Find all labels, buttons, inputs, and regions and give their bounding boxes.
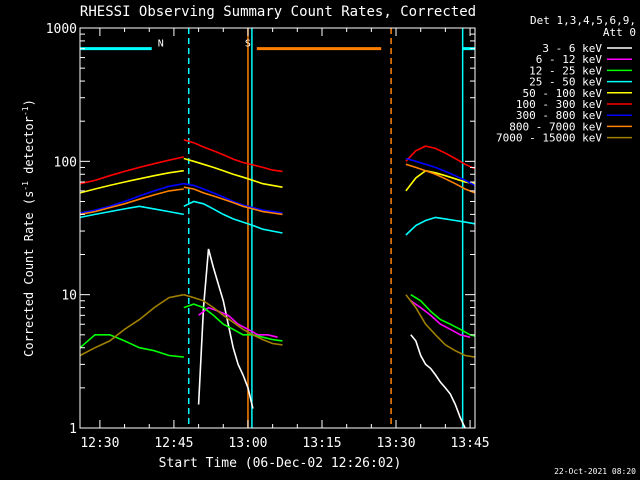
series-line-5-seg-1 bbox=[183, 139, 283, 173]
x-axis: 12:30 12:45 13:00 13:15 13:30 13:45 bbox=[80, 28, 490, 451]
x-tick-label-2: 13:00 bbox=[228, 436, 267, 451]
legend-label-7: 800 - 7000 keV bbox=[509, 120, 602, 133]
series-line-6-seg-0 bbox=[80, 182, 184, 214]
series-line-3-seg-2 bbox=[405, 216, 475, 236]
flag-label-0: N bbox=[158, 39, 164, 50]
y-axis-label-end: ) bbox=[22, 99, 36, 106]
series-line-0-seg-0 bbox=[197, 248, 254, 409]
x-tick-label-4: 13:30 bbox=[376, 436, 415, 451]
series-line-8-seg-0 bbox=[80, 293, 184, 357]
y-tick-label-2: 100 bbox=[54, 155, 77, 170]
series-line-2-seg-0 bbox=[80, 333, 184, 358]
y-axis-label-mid: detector bbox=[22, 116, 36, 181]
series-line-8-seg-1 bbox=[183, 293, 283, 346]
series-line-6-seg-2 bbox=[405, 157, 475, 187]
x-tick-label-3: 13:15 bbox=[302, 436, 341, 451]
x-tick-label-1: 12:45 bbox=[154, 436, 193, 451]
legend-label-0: 3 - 6 keV bbox=[542, 42, 602, 55]
footer-date: 22-Oct-2021 08:20 bbox=[554, 467, 636, 476]
series-line-4-seg-1 bbox=[183, 157, 283, 188]
legend-label-3: 25 - 50 keV bbox=[529, 76, 602, 89]
series-line-3-seg-0 bbox=[80, 205, 184, 219]
y-axis: 1 10 100 1000 bbox=[46, 22, 475, 437]
y-tick-label-3: 1000 bbox=[46, 22, 77, 37]
legend-header-line1: Det 1,3,4,5,6,9, bbox=[530, 14, 636, 27]
flag-label-1: S bbox=[245, 39, 251, 50]
series-line-3-seg-1 bbox=[183, 200, 283, 234]
legend-header-line2: Att 0 bbox=[603, 26, 636, 39]
chart-title: RHESSI Observing Summary Count Rates, Co… bbox=[80, 4, 476, 20]
series-line-7-seg-1 bbox=[183, 186, 283, 216]
y-axis-label: Corrected Count Rate (s-1 detector-1) bbox=[21, 99, 36, 357]
series-line-7-seg-2 bbox=[405, 163, 475, 194]
series-line-6-seg-1 bbox=[183, 182, 283, 214]
series-line-4-seg-0 bbox=[80, 169, 184, 194]
y-tick-label-1: 10 bbox=[61, 289, 77, 304]
legend-label-4: 50 - 100 keV bbox=[523, 87, 603, 100]
series-line-0-seg-1 bbox=[410, 334, 466, 428]
y-axis-label-sup1: -1 bbox=[21, 181, 30, 191]
y-tick-label-0: 1 bbox=[69, 422, 77, 437]
series-line-5-seg-0 bbox=[80, 156, 184, 185]
series-line-1-seg-0 bbox=[198, 306, 278, 338]
series-layer bbox=[80, 139, 475, 428]
x-axis-label: Start Time (06-Dec-02 12:26:02) bbox=[159, 456, 402, 471]
series-line-7-seg-0 bbox=[80, 188, 184, 216]
y-axis-label-main: Corrected Count Rate (s bbox=[22, 191, 36, 357]
y-axis-label-sup2: -1 bbox=[21, 106, 30, 116]
plot-frame bbox=[79, 27, 476, 429]
series-line-2-seg-1 bbox=[183, 303, 283, 342]
legend-label-8: 7000 - 15000 keV bbox=[496, 132, 602, 145]
series-line-5-seg-2 bbox=[405, 145, 475, 170]
vlines-layer bbox=[187, 28, 464, 428]
legend-label-5: 100 - 300 keV bbox=[516, 98, 602, 111]
legend-label-1: 6 - 12 keV bbox=[536, 53, 603, 66]
x-tick-label-0: 12:30 bbox=[80, 436, 119, 451]
series-line-1-seg-1 bbox=[410, 300, 471, 338]
legend-label-6: 300 - 800 keV bbox=[516, 109, 602, 122]
series-line-2-seg-2 bbox=[410, 294, 475, 337]
series-line-8-seg-2 bbox=[405, 294, 475, 358]
legend-label-2: 12 - 25 keV bbox=[529, 64, 602, 77]
x-tick-label-5: 13:45 bbox=[450, 436, 489, 451]
